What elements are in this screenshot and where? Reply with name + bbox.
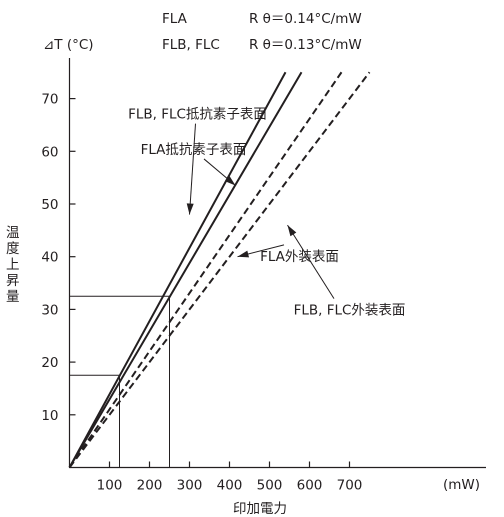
annotation-arrowhead	[287, 225, 297, 237]
x-tick-label: 700	[337, 478, 363, 494]
x-tick-label: 600	[297, 478, 323, 494]
header-flbc-name: FLB, FLC	[162, 37, 220, 53]
y-tick-label: 70	[41, 92, 58, 108]
annotation-arrowhead	[186, 203, 194, 215]
series-line	[68, 71, 343, 469]
series-annotation: FLA抵抗素子表面	[141, 142, 247, 158]
x-tick-label: 300	[177, 478, 203, 494]
annotation-arrowhead	[237, 250, 250, 258]
x-tick-label: 100	[97, 478, 123, 494]
series-line	[68, 71, 287, 468]
series-annotation: FLB, FLC外装表面	[294, 303, 406, 319]
y-tick-label: 30	[41, 302, 58, 318]
header-flbc-formula: R θ＝0.13°C/mW	[249, 37, 362, 53]
x-tick-label: 400	[217, 478, 243, 494]
header-fla-name: FLA	[162, 11, 188, 27]
y-tick-label: 20	[41, 355, 58, 371]
annotation-arrow-line	[189, 123, 196, 215]
series-line	[68, 71, 371, 469]
x-axis-title: 印加電力	[233, 501, 287, 517]
y-axis-title-char: 温	[6, 225, 20, 241]
header-fla-formula: R θ＝0.14°C/mW	[249, 11, 362, 27]
y-tick-label: 10	[41, 408, 58, 424]
series-annotation: FLA外装表面	[260, 249, 339, 265]
y-axis-title-char: 量	[6, 289, 20, 305]
y-axis-unit-label: ⊿T (°C)	[43, 37, 94, 53]
series-line	[68, 71, 303, 469]
y-axis-title-char: 度	[6, 241, 20, 257]
annotation-arrow-line	[287, 224, 335, 299]
y-axis-title-char: 昇	[6, 273, 20, 289]
series-annotation: FLB, FLC抵抗素子表面	[128, 107, 267, 123]
y-tick-label: 50	[41, 197, 58, 213]
x-axis-unit-label: (mW)	[443, 477, 480, 493]
x-tick-label: 200	[137, 478, 163, 494]
y-axis-title-char: 上	[6, 257, 20, 273]
y-tick-label: 40	[41, 250, 58, 266]
annotation-arrowhead	[224, 175, 236, 186]
x-tick-label: 500	[257, 478, 283, 494]
y-tick-label: 60	[41, 144, 58, 160]
